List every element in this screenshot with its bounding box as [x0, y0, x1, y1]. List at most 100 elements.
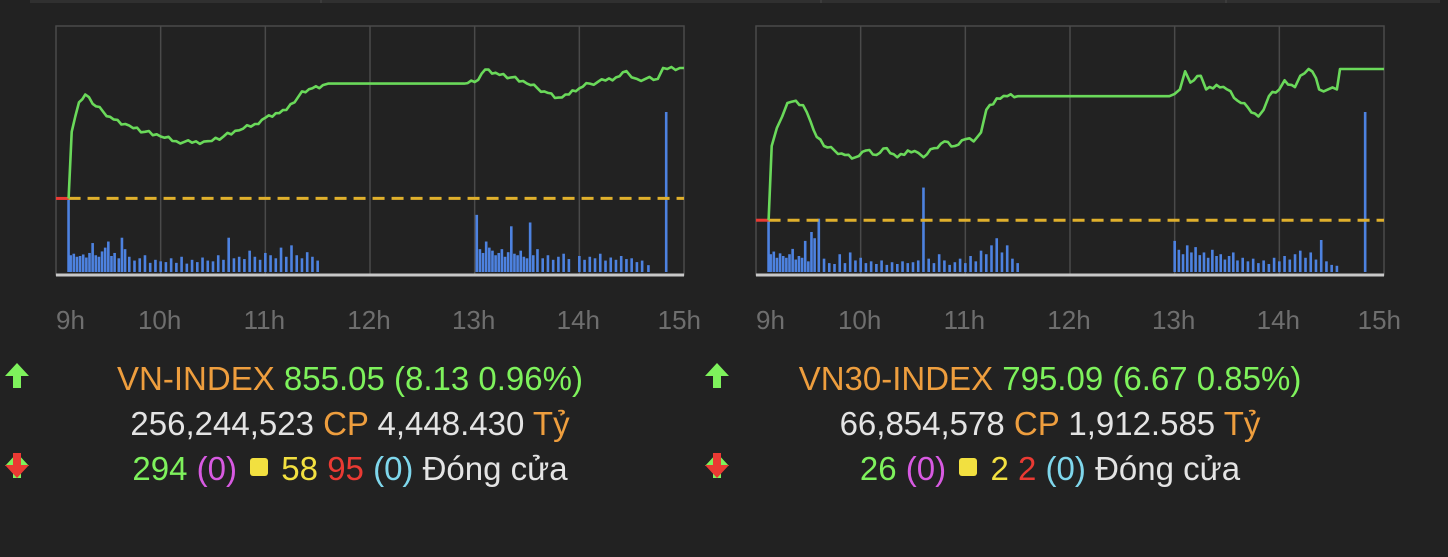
volume-bar: [810, 232, 813, 272]
volume-bar: [922, 187, 925, 272]
volume-bar: [67, 199, 70, 272]
volume-bar: [1278, 261, 1281, 272]
volume-bar: [781, 256, 785, 272]
volume-bar: [875, 264, 878, 272]
volume-bar: [500, 249, 504, 272]
volume-bar: [513, 253, 516, 272]
volume-bar: [148, 262, 152, 272]
volume-bar: [775, 257, 779, 272]
advances-count: 26: [859, 450, 897, 487]
market-status: Đóng cửa: [1095, 450, 1241, 487]
volume-bar: [1288, 259, 1292, 272]
volume-bar: [614, 259, 618, 272]
arrow-down-icon: [5, 453, 29, 478]
volume-bar: [180, 256, 183, 272]
volume-bar: [635, 262, 639, 272]
volume-value: 66,854,578: [839, 405, 1005, 442]
index-name: VN30-INDEX: [798, 360, 994, 397]
volume-bar: [567, 259, 571, 272]
volume-bar: [211, 261, 215, 272]
volume-bar: [1293, 254, 1297, 272]
arrow-up-icon: [705, 363, 729, 388]
volume-bar: [519, 250, 523, 272]
x-tick-label: 12h: [1047, 305, 1090, 335]
unchanged-count: 2: [990, 450, 1009, 487]
volume-bar: [159, 261, 162, 272]
volume-bar: [1272, 257, 1276, 272]
volume-line: 256,244,523 CP 4,448.430 Tỷ: [0, 405, 700, 443]
volume-bar: [279, 247, 283, 272]
volume-bar: [890, 262, 894, 272]
breadth-line: 26 (0) 2 2 (0) Đóng cửa: [700, 450, 1400, 488]
volume-bar: [1283, 256, 1286, 272]
vn30-index-chart: 9h 10h 11h 12h 13h 14h 15h: [755, 25, 1400, 335]
volume-bar: [943, 260, 946, 272]
volume-bar: [588, 256, 592, 272]
price-line: [767, 67, 1384, 221]
ceiling-count: (0): [196, 450, 237, 487]
volume-bar: [578, 256, 581, 272]
volume-bar: [791, 248, 794, 272]
volume-bar: [664, 112, 668, 272]
volume-bar: [311, 256, 314, 272]
vn-index-panel: 9h 10h 11h 12h 13h 14h 15h VN-INDEX 855.05 (8.…: [0, 0, 700, 557]
volume-bar: [1298, 250, 1302, 272]
volume-bar: [1241, 257, 1244, 272]
volume-bar: [269, 255, 272, 272]
volume-bar: [990, 245, 993, 272]
volume-bar: [1251, 258, 1255, 272]
volume-bar: [97, 256, 101, 272]
volume-bar: [243, 259, 246, 272]
volume-bar: [822, 258, 826, 272]
volume-bar: [1005, 245, 1009, 272]
volume-bar: [1202, 252, 1206, 272]
volume-bar: [274, 258, 278, 272]
volume-bar: [911, 262, 915, 272]
unchanged-count: 58: [281, 450, 319, 487]
x-tick-label: 9h: [56, 305, 85, 335]
x-tick-label: 13h: [452, 305, 495, 335]
x-tick-label: 14h: [1257, 305, 1300, 335]
volume-bar: [107, 241, 110, 272]
market-status: Đóng cửa: [422, 450, 568, 487]
volume-bar: [133, 260, 136, 272]
volume-bar: [797, 256, 801, 272]
volume-bar: [974, 261, 978, 272]
arrow-down-icon: [705, 453, 729, 478]
volume-bar: [813, 238, 816, 272]
volume-bar: [488, 247, 491, 272]
index-summary-line: VN30-INDEX 795.09 (6.67 0.85%): [700, 360, 1400, 398]
volume-bar: [1223, 259, 1227, 272]
x-tick-label: 12h: [347, 305, 390, 335]
volume-bar: [78, 256, 82, 272]
square-icon: [250, 458, 269, 476]
volume-bar: [1335, 265, 1339, 272]
volume-bar: [1000, 252, 1004, 272]
volume-bar: [932, 263, 936, 272]
volume-bar: [1198, 255, 1202, 272]
volume-bar: [885, 264, 889, 272]
breadth-line: 294 (0) 58 95 (0) Đóng cửa: [0, 450, 700, 488]
volume-bar: [536, 249, 539, 272]
volume-bar: [969, 256, 972, 272]
volume-bar: [598, 253, 602, 272]
volume-bar: [528, 222, 532, 272]
volume-bar: [807, 261, 810, 272]
volume-bar: [1363, 112, 1367, 272]
volume-bar: [525, 258, 529, 272]
volume-bar: [491, 250, 494, 272]
volume-bar: [859, 257, 862, 272]
volume-bar: [190, 259, 194, 272]
volume-bar: [800, 257, 804, 272]
plot-area: [55, 25, 685, 277]
turnover-value: 1,912.585: [1068, 405, 1216, 442]
volume-bar: [843, 263, 847, 272]
volume-value: 256,244,523: [130, 405, 314, 442]
volume-bar: [1246, 261, 1250, 272]
volume-bar: [1185, 245, 1189, 272]
volume-bar: [551, 259, 555, 272]
volume-bar: [869, 261, 873, 272]
volume-bar: [838, 254, 842, 272]
volume-bar: [788, 254, 791, 272]
volume-bar: [927, 258, 930, 272]
